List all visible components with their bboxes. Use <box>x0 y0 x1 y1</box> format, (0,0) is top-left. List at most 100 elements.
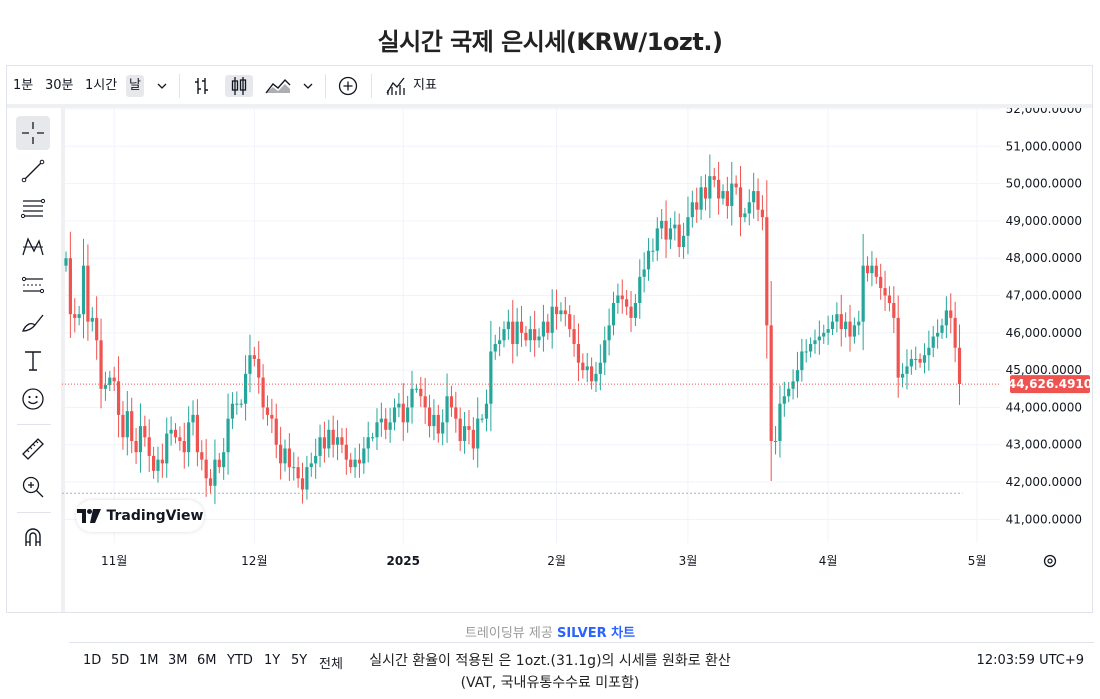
text-icon[interactable] <box>16 344 50 378</box>
candle-body <box>493 344 497 352</box>
add-compare-plus-icon[interactable] <box>337 75 359 97</box>
candle-body <box>498 340 502 345</box>
area-chart-icon[interactable] <box>265 75 291 97</box>
range-6m[interactable]: 6M <box>197 653 217 668</box>
candle <box>335 420 340 461</box>
crosshair-icon[interactable] <box>16 116 50 150</box>
candle-body <box>73 314 77 318</box>
candle <box>226 393 230 475</box>
fib-icon[interactable] <box>16 192 50 226</box>
candle <box>795 351 800 398</box>
candle-body <box>752 191 756 203</box>
candle <box>248 334 252 393</box>
magnet-icon[interactable] <box>16 520 50 554</box>
candle <box>625 289 629 316</box>
range-1m[interactable]: 1M <box>139 653 159 668</box>
ruler-icon[interactable] <box>16 432 50 466</box>
candle <box>905 349 909 390</box>
candles-chart-icon[interactable] <box>225 75 253 97</box>
candle <box>550 289 554 349</box>
candle-body <box>90 317 94 322</box>
candle <box>660 208 664 240</box>
range-5d[interactable]: 5D <box>111 653 130 668</box>
candle-body <box>458 418 462 442</box>
candle <box>353 447 357 478</box>
range-1y[interactable]: 1Y <box>264 653 281 668</box>
candle-body <box>717 179 721 199</box>
candle <box>844 312 848 338</box>
candle-body <box>537 336 541 341</box>
indicators-button[interactable]: 지표 <box>413 78 437 93</box>
candle-body <box>778 403 782 442</box>
candlestick-chart[interactable]: 52,000.0000 51,000.0000 50,000.0000 49,000.… <box>62 108 1092 573</box>
candle <box>563 297 567 327</box>
range-5y[interactable]: 5Y <box>291 653 308 668</box>
candle <box>817 320 821 355</box>
candle-body <box>695 202 699 210</box>
candle <box>489 320 493 432</box>
candles-layer <box>64 154 962 504</box>
pattern-icon[interactable] <box>16 230 50 264</box>
candle-body <box>265 407 270 415</box>
range-1d[interactable]: 1D <box>83 653 102 668</box>
candle-body <box>629 306 633 318</box>
candle-body <box>187 422 191 453</box>
candle-body <box>900 373 905 378</box>
candle <box>406 395 410 433</box>
candle-body <box>857 321 861 326</box>
zoom-icon[interactable] <box>16 470 50 504</box>
chart-type-dropdown-chevron-icon[interactable] <box>303 75 313 97</box>
price-tick-label: 51,000.0000 <box>1006 139 1082 153</box>
candle-body <box>489 351 493 404</box>
candle <box>695 187 699 223</box>
range-3m[interactable]: 3M <box>168 653 188 668</box>
time-tick-label: 2025 <box>387 554 420 568</box>
candle-body <box>660 220 664 229</box>
candle <box>182 422 186 469</box>
candle-body <box>638 276 642 303</box>
candle-body <box>152 455 156 471</box>
brush-icon[interactable] <box>16 306 50 340</box>
candle-body <box>217 459 221 468</box>
candle-body <box>782 396 786 404</box>
emoji-icon[interactable] <box>16 382 50 416</box>
interval-30min[interactable]: 30분 <box>45 78 74 93</box>
interval-dropdown-chevron-icon[interactable] <box>157 75 167 97</box>
candle-body <box>664 220 668 240</box>
candle <box>554 289 559 330</box>
candle <box>541 304 546 352</box>
measure-bars-icon[interactable] <box>16 268 50 302</box>
indicators-icon[interactable] <box>385 75 407 97</box>
candle-body <box>760 209 765 218</box>
candle-body <box>892 302 896 318</box>
candle-body <box>436 414 440 434</box>
candle <box>572 314 576 357</box>
candle <box>208 468 213 495</box>
interval-1min[interactable]: 1분 <box>13 78 34 93</box>
candle-body <box>506 321 510 330</box>
candle <box>773 426 778 455</box>
range-all[interactable]: 전체 <box>319 657 343 672</box>
interval-1hour[interactable]: 1시간 <box>85 78 118 93</box>
time-tick-label: 5월 <box>968 554 987 568</box>
candle-body <box>441 422 445 434</box>
candle <box>717 161 721 215</box>
candle-body <box>366 437 370 449</box>
range-ytd[interactable]: YTD <box>227 653 253 668</box>
candle-body <box>511 321 515 345</box>
candle <box>559 302 563 322</box>
clock-readout[interactable]: 12:03:59 UTC+9 <box>976 653 1084 668</box>
interval-day[interactable]: 날 <box>126 75 144 97</box>
candle-body <box>927 347 931 356</box>
candle <box>243 355 248 421</box>
candle-body <box>738 187 743 218</box>
candle <box>870 251 874 287</box>
candle <box>857 310 861 336</box>
credit-link[interactable]: SILVER 차트 <box>556 626 636 641</box>
candle <box>160 443 164 478</box>
tradingview-logo[interactable]: TradingView <box>76 500 204 532</box>
candle-body <box>300 478 305 490</box>
candle-body <box>791 381 795 389</box>
bar-chart-icon[interactable] <box>193 75 211 97</box>
trend-line-icon[interactable] <box>16 154 50 188</box>
